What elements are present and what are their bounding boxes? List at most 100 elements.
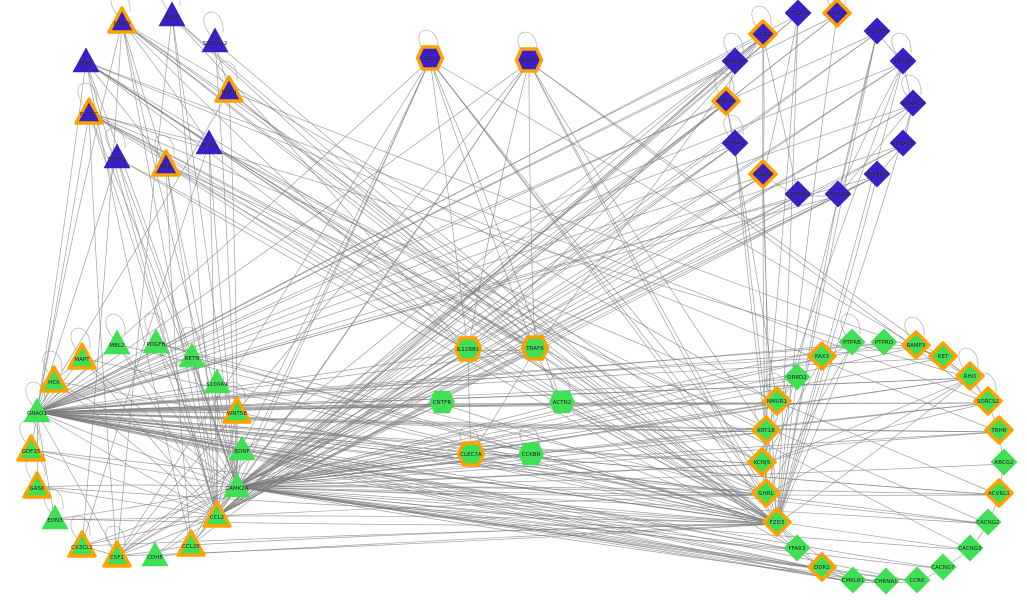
graph-node-ccr6[interactable]: CCR6	[902, 566, 932, 597]
graph-node-mbl2[interactable]: MBL2	[102, 329, 132, 359]
graph-node-il1r2[interactable]: IL1R2	[748, 19, 778, 53]
graph-node-cmklr1[interactable]: CMKLR1	[838, 566, 868, 597]
edge	[155, 342, 218, 517]
edge	[36, 411, 1000, 496]
edge	[190, 523, 778, 546]
graph-node-ptprb[interactable]: PTPRB	[837, 328, 867, 359]
graph-node-krt18[interactable]: KRT18	[751, 415, 781, 447]
edge	[42, 350, 63, 376]
graph-node-sorcs2[interactable]: SORCS2	[973, 386, 1003, 418]
graph-node-mmp9[interactable]: MMP9	[107, 6, 137, 37]
diamond-glyph	[748, 19, 778, 53]
graph-node-ccl26[interactable]: CCL26	[176, 529, 206, 560]
graph-node-csf1[interactable]: CSF1	[102, 540, 132, 571]
edge	[528, 61, 989, 404]
graph-node-cntfr[interactable]: CNTFR	[427, 389, 457, 419]
diamond-glyph	[898, 88, 928, 122]
edge	[216, 104, 914, 517]
graph-node-fnbp1[interactable]: FNBP1	[102, 143, 132, 173]
graph-node-cdh5[interactable]: CDH5	[140, 541, 170, 571]
graph-node-epha4[interactable]: EPHA4	[711, 86, 741, 118]
edge	[36, 195, 799, 413]
graph-node-adra1b[interactable]: ADRA1B	[888, 129, 918, 160]
graph-node-s100a9[interactable]: S100A9	[202, 368, 232, 398]
edge	[70, 515, 91, 541]
graph-node-adra1a[interactable]: ADRA1A	[898, 88, 928, 122]
edge	[105, 127, 126, 153]
graph-node-pdgfb[interactable]: PDGFB	[141, 328, 171, 358]
graph-node-ghrl[interactable]: GHRL	[751, 478, 781, 510]
graph-node-ret[interactable]: RET	[928, 341, 958, 373]
edge	[528, 61, 536, 351]
edge	[236, 486, 778, 525]
graph-node-wnt5b[interactable]: WNT5B	[222, 396, 252, 427]
edge	[236, 175, 764, 488]
edge	[36, 61, 87, 413]
graph-node-bdnf[interactable]: BDNF	[227, 435, 257, 465]
graph-node-scn3b[interactable]: SCN3B	[862, 17, 892, 48]
graph-node-cacng6[interactable]: CACNG6	[823, 180, 853, 211]
edge	[155, 342, 778, 525]
graph-node-camk2a[interactable]: CAMK2A	[222, 472, 252, 502]
graph-node-nrtn[interactable]: NRTN	[214, 75, 244, 106]
graph-node-ramp3[interactable]: RAMP3	[901, 330, 931, 362]
edge	[36, 411, 971, 551]
edge	[467, 350, 778, 525]
graph-node-trpv3[interactable]: TRPV3	[888, 47, 918, 78]
graph-node-cacng3[interactable]: CACNG3	[955, 533, 985, 567]
graph-node-slc6a12[interactable]: SLC6A12	[200, 27, 230, 57]
edge	[528, 61, 778, 525]
graph-node-chrna4[interactable]: CHRNA4	[783, 180, 813, 211]
graph-node-chrna1[interactable]: CHRNA1	[871, 567, 901, 598]
graph-node-ccl2[interactable]: CCL2	[202, 500, 232, 531]
graph-node-mapt[interactable]: MAPT	[67, 342, 97, 373]
triangle-glyph	[222, 470, 252, 504]
graph-node-amhr2[interactable]: AMHR2	[862, 160, 892, 191]
edge	[121, 21, 210, 145]
graph-node-gnao1[interactable]: GNAO1	[22, 397, 52, 427]
edge	[105, 313, 126, 339]
graph-node-irs1[interactable]: IRS1	[415, 45, 445, 75]
edge	[761, 377, 971, 465]
edge	[116, 102, 727, 557]
graph-node-esr2[interactable]: ESR2	[514, 47, 544, 77]
hexagon-glyph	[520, 333, 550, 367]
graph-node-gas6[interactable]: GAS6	[22, 471, 52, 502]
edge	[429, 59, 536, 351]
graph-node-cckbr[interactable]: CCKBR	[516, 441, 546, 471]
graph-node-traf6[interactable]: TRAF6	[520, 335, 550, 365]
graph-node-plxdc[interactable]: PLXDC	[74, 97, 104, 128]
graph-node-hck[interactable]: HCK	[39, 365, 69, 396]
graph-node-ddr2[interactable]: DDR2	[807, 552, 837, 584]
graph-node-acvrl1[interactable]: ACVRL1	[984, 478, 1014, 510]
graph-node-itga8[interactable]: ITGA8	[783, 0, 813, 30]
edge	[116, 175, 764, 557]
graph-node-abcg2[interactable]: ABCG2	[989, 448, 1019, 479]
graph-node-epha5[interactable]: EPHA5	[720, 47, 750, 78]
graph-node-kcnj5[interactable]: KCNJ5	[747, 447, 777, 479]
graph-node-mgp[interactable]: MGP	[71, 47, 101, 77]
graph-node-epha3[interactable]: EPHA3	[720, 129, 750, 160]
graph-node-trhr[interactable]: TRHR	[984, 415, 1014, 447]
graph-node-clec7a[interactable]: CLEC7A	[456, 441, 486, 471]
edge	[901, 74, 922, 100]
graph-node-cx3cl1[interactable]: CX3CL1	[67, 530, 97, 561]
graph-node-klhl1[interactable]: KLHL1	[822, 0, 852, 30]
edge	[36, 104, 914, 413]
diamond-glyph	[955, 533, 985, 567]
graph-node-frk[interactable]: FRK	[151, 149, 181, 180]
graph-node-cacng7[interactable]: CACNG7	[928, 553, 958, 584]
edge	[236, 486, 767, 496]
graph-node-edn3[interactable]: EDN3	[40, 504, 70, 534]
graph-node-fgf2[interactable]: FGF2	[194, 129, 224, 159]
graph-node-plat[interactable]: PLAT	[157, 1, 187, 31]
graph-node-gdf15[interactable]: GDF15	[16, 434, 46, 465]
edge	[161, 0, 181, 11]
graph-node-actn2[interactable]: ACTN2	[547, 389, 577, 419]
graph-node-ptpro[interactable]: PTPRO	[869, 328, 899, 359]
graph-node-il12rb1[interactable]: IL12RB1	[453, 336, 483, 366]
graph-node-nmur1[interactable]: NMUR1	[762, 386, 792, 418]
edge	[144, 312, 165, 338]
graph-node-cnga3[interactable]: CNGA3	[748, 159, 778, 191]
